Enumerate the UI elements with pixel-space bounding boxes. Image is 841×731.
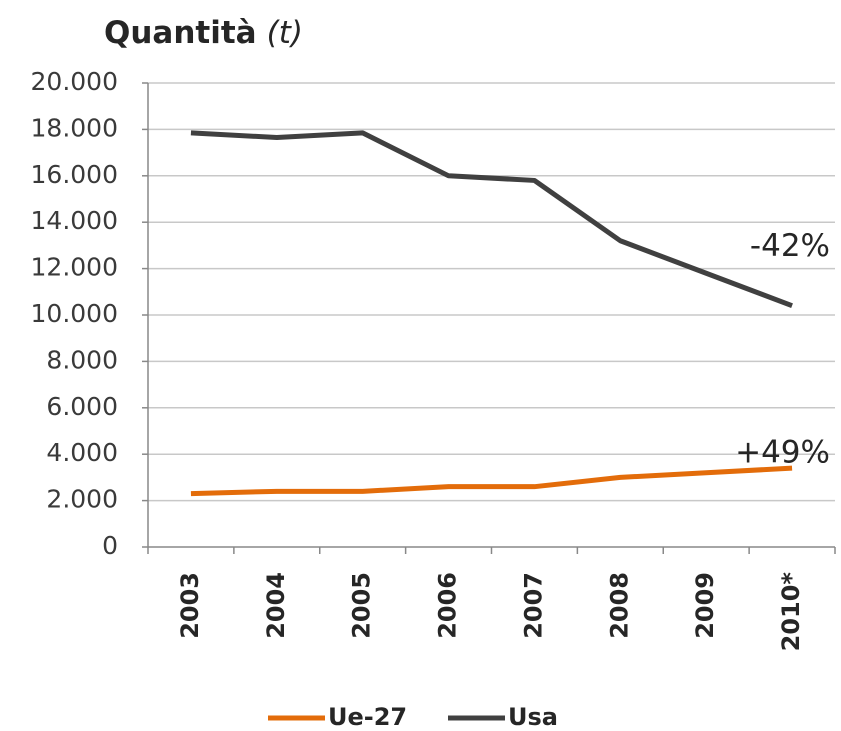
x-tick-label: 2010* (777, 572, 805, 652)
annotation: +49% (735, 435, 830, 471)
title-text: Quantità (104, 15, 257, 51)
series-line (190, 130, 793, 309)
x-tick-label: 2003 (176, 572, 204, 639)
annotation: -42% (750, 228, 830, 264)
y-tick-label: 2.000 (46, 485, 118, 514)
y-tick-label: 16.000 (31, 160, 118, 189)
y-tick-label: 10.000 (31, 299, 118, 328)
x-tick-label: 2009 (691, 572, 719, 639)
x-tick-label: 2007 (519, 572, 547, 639)
y-tick-label: 18.000 (31, 113, 118, 142)
x-tick-label: 2005 (348, 572, 376, 639)
y-tick-label: 4.000 (46, 438, 118, 467)
y-tick-label: 14.000 (31, 206, 118, 235)
y-tick-label: 12.000 (31, 253, 118, 282)
x-tick-label: 2004 (262, 572, 290, 639)
y-tick-label: 20.000 (31, 67, 118, 96)
legend-label: Ue-27 (328, 703, 407, 731)
x-tick-label: 2008 (605, 572, 633, 639)
y-tick-label: 0 (102, 531, 118, 560)
chart-title: Quantità (t) (104, 15, 303, 51)
title-unit: (t) (267, 15, 303, 51)
y-tick-label: 6.000 (46, 392, 118, 421)
x-tick-label: 2006 (434, 572, 462, 639)
legend-label: Usa (508, 703, 558, 731)
series-line (190, 465, 793, 497)
y-tick-label: 8.000 (46, 345, 118, 374)
